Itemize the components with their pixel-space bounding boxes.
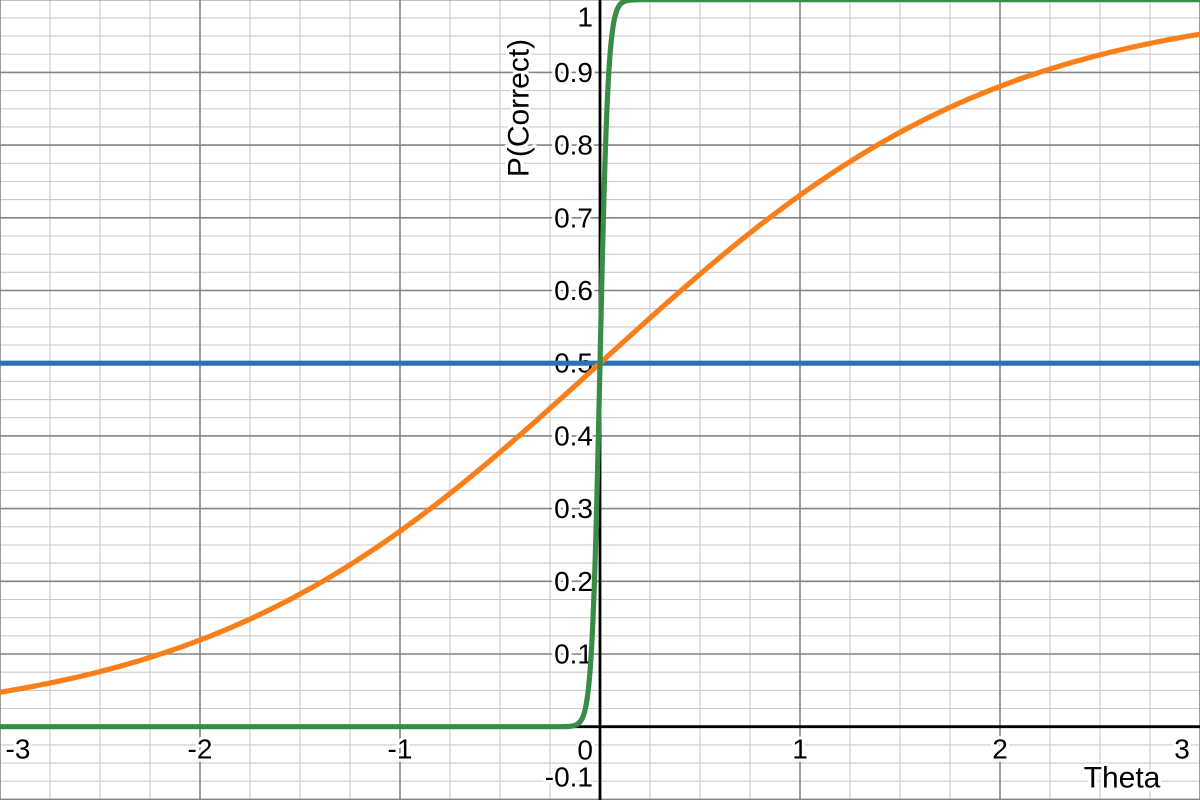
x-tick-label: 1 [792,734,808,765]
y-tick-label: 0.8 [554,130,593,161]
x-tick-label: 2 [992,734,1008,765]
x-tick-label: 3 [1174,734,1190,765]
y-tick-label: 0.9 [554,57,593,88]
y-tick-label: 1 [577,2,593,33]
y-tick-label: 0.2 [554,566,593,597]
y-tick-label: 0.6 [554,275,593,306]
y-tick-label: 0.7 [554,202,593,233]
x-axis-label: Theta [1084,762,1161,795]
y-axis-label: P(Correct) [503,39,536,177]
y-tick-label: 0.3 [554,493,593,524]
y-tick-label: -0.1 [545,762,593,793]
origin-tick-label: 0 [577,735,593,766]
x-tick-label: -1 [388,734,413,765]
x-tick-label: -2 [188,734,213,765]
curve-high-discrimination-step[interactable] [0,0,1200,730]
tick-labels: -3 -2 -1 1 2 3-0.10.10.20.30.40.50.60.70.80.9… [3,0,1193,796]
y-tick-label: 0.1 [554,639,593,670]
curves [0,0,1200,730]
x-tick-label: -3 [6,734,31,765]
y-tick-label: 0.4 [554,420,593,451]
